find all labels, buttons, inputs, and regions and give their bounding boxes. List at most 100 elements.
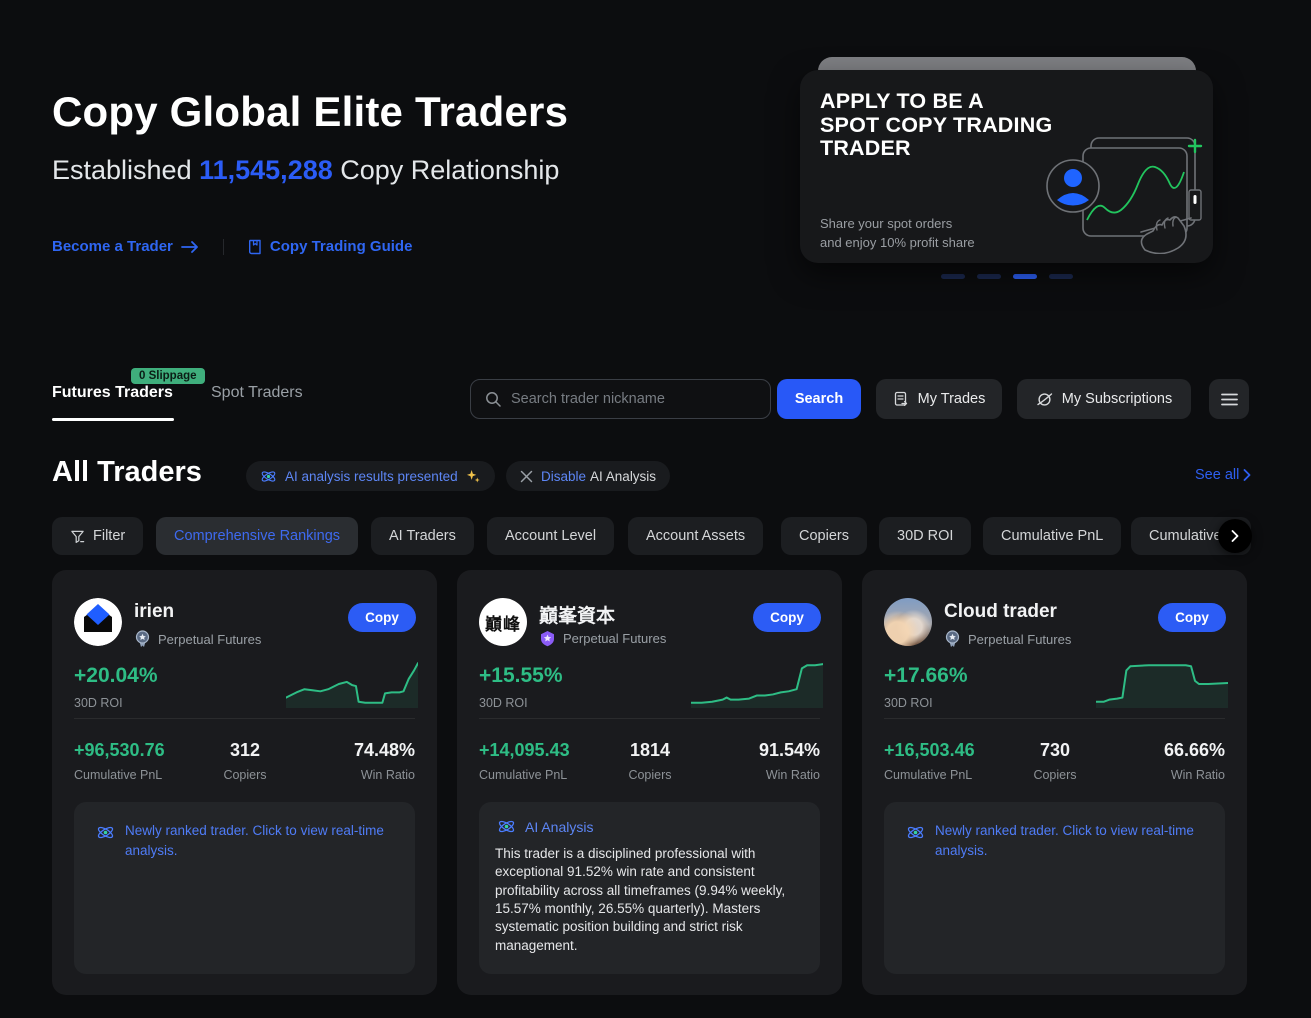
chip-account-assets[interactable]: Account Assets [628,517,764,555]
promo-banner[interactable]: APPLY TO BE A SPOT COPY TRADING TRADER S… [800,70,1213,263]
become-trader-link[interactable]: Become a Trader [52,238,199,255]
my-subscriptions-button[interactable]: My Subscriptions [1017,379,1191,419]
relationship-count: 11,545,288 [199,155,333,185]
ai-note-text: Newly ranked trader. Click to view real-… [125,823,384,858]
roi-label: 30D ROI [479,696,528,710]
trader-type-label: Perpetual Futures [563,631,667,646]
trader-name[interactable]: 巔峯資本 [539,606,616,627]
planet-icon [1037,392,1052,406]
ai-atom-icon [498,820,515,833]
subtitle-prefix: Established [52,155,200,185]
carousel-dot[interactable] [976,274,1001,279]
chip-copiers[interactable]: Copiers [781,517,867,555]
ai-atom-icon [97,826,114,839]
copy-button[interactable]: Copy [348,603,416,632]
trader-type-label: Perpetual Futures [158,631,262,647]
all-traders-title: All Traders [52,456,202,488]
search-input[interactable] [511,391,756,407]
trader-type-row: Perpetual Futures [944,630,1071,648]
active-tab-underline [52,418,174,421]
stat-cumulative-pnl: +14,095.43 Cumulative PnL [479,740,570,782]
roi-sparkline [1096,660,1228,708]
trader-card[interactable]: Cloud trader Perpetual Futures Copy +17.… [862,570,1247,995]
become-trader-label: Become a Trader [52,238,173,255]
guide-label: Copy Trading Guide [269,238,413,255]
arrow-right-icon [181,240,198,253]
roi-value: +15.55% [479,664,563,687]
ai-pill-label: AI analysis results presented [285,468,458,484]
trader-avatar[interactable] [884,598,932,646]
ai-atom-icon [907,826,924,839]
card-divider [74,718,415,719]
ai-atom-icon [261,470,276,482]
ai-analysis-pill[interactable]: AI analysis results presented [246,461,495,491]
see-all-link[interactable]: See all [1195,467,1251,483]
copy-trading-guide-link[interactable]: Copy Trading Guide [248,238,413,255]
copy-relationship-subtitle: Established 11,545,288 Copy Relationship [52,155,559,186]
roi-sparkline [691,660,823,708]
trader-name[interactable]: irien [134,601,175,622]
ai-analysis-box[interactable]: Newly ranked trader. Click to view real-… [884,802,1225,974]
calligraphy-avatar: 巔峰 [479,598,527,646]
trader-card[interactable]: irien Perpetual Futures Copy +20.04% 30D… [52,570,437,995]
subtitle-suffix: Copy Relationship [332,155,560,185]
ai-analysis-text: This trader is a disciplined professiona… [495,846,786,953]
chip-account-level[interactable]: Account Level [487,517,615,555]
trader-avatar[interactable] [74,598,122,646]
chevron-right-icon [1231,530,1239,542]
stat-win-ratio: 74.48% Win Ratio [353,740,415,782]
ai-analysis-title: AI Analysis [525,818,594,835]
trader-type-row: Perpetual Futures [134,630,261,648]
disable-rest: AI Analysis [590,468,657,484]
chip-ai-traders[interactable]: AI Traders [371,517,474,555]
trader-chart-illustration [1046,137,1203,254]
copy-button[interactable]: Copy [1158,603,1226,632]
search-button[interactable]: Search [777,379,861,419]
banner-subtitle: Share your spot orders and enjoy 10% pro… [820,216,975,250]
stat-copiers: 1814 Copiers [628,740,672,782]
shield-badge-icon [541,631,554,647]
menu-button[interactable] [1209,379,1249,419]
tab-futures-traders[interactable]: Futures Traders [52,384,173,401]
ai-note-text: Newly ranked trader. Click to view real-… [935,823,1194,858]
chevron-right-icon [1243,469,1251,481]
disable-word: Disable [541,468,587,484]
ai-analysis-box[interactable]: AI Analysis This trader is a disciplined… [479,802,820,974]
trader-card[interactable]: 巔峰 巔峯資本 Perpetual Futures Copy +15.55% 3… [457,570,842,995]
chip-comprehensive-rankings[interactable]: Comprehensive Rankings [156,517,359,555]
trader-avatar[interactable]: 巔峰 [479,598,527,646]
search-bar [470,379,771,419]
ai-analysis-box[interactable]: Newly ranked trader. Click to view real-… [74,802,415,974]
zero-slippage-badge: 0 Slippage [131,368,205,384]
copy-button[interactable]: Copy [753,603,821,632]
stat-cumulative-pnl: +16,503.46 Cumulative PnL [884,740,975,782]
book-icon [248,239,261,254]
my-trades-button[interactable]: My Trades [876,379,1002,419]
stat-copiers: 730 Copiers [1033,740,1077,782]
carousel-dot[interactable] [1012,274,1037,279]
trader-name[interactable]: Cloud trader [944,601,1057,622]
trades-document-icon [894,391,907,406]
carousel-dots [800,274,1213,279]
roi-sparkline [286,660,418,708]
hero-links: Become a Trader Copy Trading Guide [52,238,412,255]
chip-30d-roi[interactable]: 30D ROI [879,517,972,555]
close-icon [520,470,533,482]
search-icon [486,392,501,407]
filter-chip[interactable]: Filter [52,517,144,555]
carousel-dot[interactable] [1048,274,1073,279]
chip-cumulative-pnl[interactable]: Cumulative PnL [983,517,1122,555]
tab-spot-traders[interactable]: Spot Traders [211,384,303,401]
stat-win-ratio: 91.54% Win Ratio [758,740,820,782]
roi-value: +17.66% [884,664,968,687]
carousel-dot[interactable] [940,274,965,279]
stat-win-ratio: 66.66% Win Ratio [1163,740,1225,782]
trader-type-label: Perpetual Futures [968,631,1072,647]
card-divider [479,718,820,719]
roi-label: 30D ROI [74,696,123,710]
medal-badge-icon [135,630,150,647]
disable-ai-pill[interactable]: Disable AI Analysis [506,461,671,491]
trader-type-row: Perpetual Futures [539,630,666,647]
chips-scroll-next-button[interactable] [1218,519,1252,553]
